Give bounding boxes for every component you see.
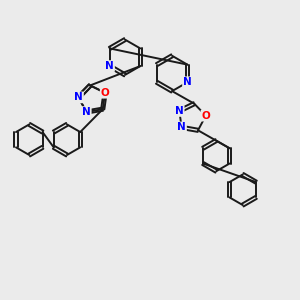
- Text: O: O: [101, 88, 110, 98]
- Text: N: N: [177, 122, 186, 132]
- Text: N: N: [183, 77, 192, 87]
- Text: N: N: [74, 92, 83, 102]
- Text: N: N: [105, 61, 114, 71]
- Text: N: N: [82, 107, 91, 117]
- Text: N: N: [175, 106, 184, 116]
- Text: O: O: [201, 111, 210, 121]
